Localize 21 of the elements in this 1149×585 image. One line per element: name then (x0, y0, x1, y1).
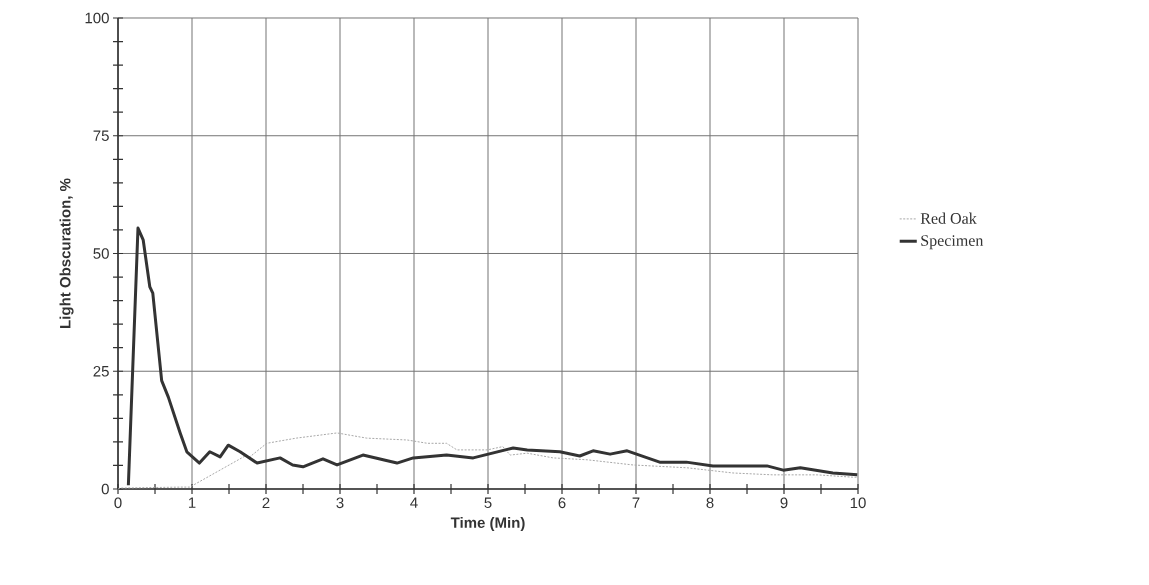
y-tick-label: 75 (93, 130, 109, 141)
x-tick-label: 8 (706, 497, 714, 509)
x-tick-label: 6 (558, 497, 566, 509)
y-tick-label: 50 (93, 248, 109, 259)
x-tick-label: 4 (410, 497, 418, 508)
line-series (126, 226, 859, 487)
legend-label: Specimen (921, 235, 984, 250)
legend-label: Red Oak (920, 212, 977, 224)
x-tick-label: 7 (632, 497, 640, 508)
x-tick-label: 2 (262, 497, 270, 508)
x-tick-label: 5 (484, 497, 492, 508)
x-axis-title: Time (Min) (450, 517, 525, 531)
x-tick-label: 10 (850, 497, 866, 509)
y-axis-title: Light Obscuration, % (59, 178, 74, 328)
y-tick-label: 0 (101, 483, 109, 495)
y-tick-label: 25 (93, 365, 109, 377)
x-tick-label: 1 (188, 497, 196, 508)
x-tick-label: 0 (114, 497, 122, 509)
y-tick-label: 100 (85, 12, 109, 24)
x-tick-label: 9 (780, 497, 788, 509)
x-tick-label: 3 (336, 497, 344, 509)
